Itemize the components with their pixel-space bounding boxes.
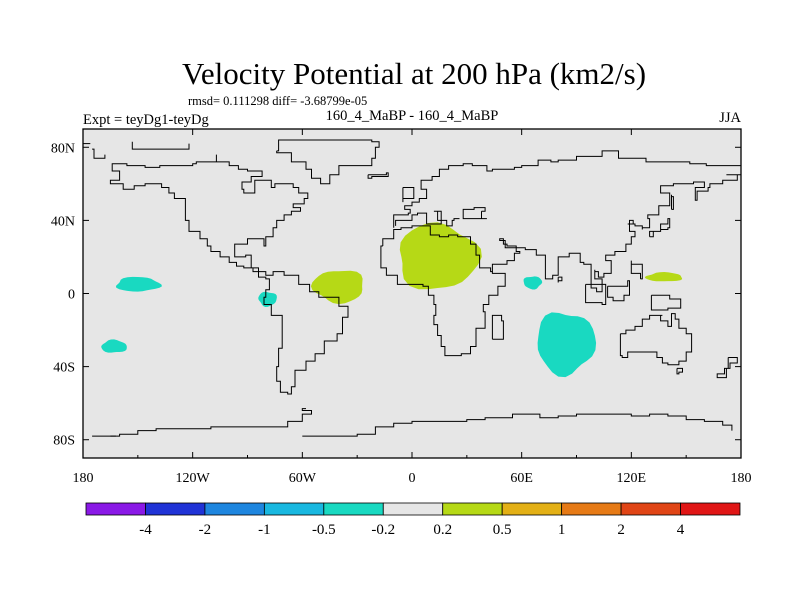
map-panel: 180 120W 60W 0 60E 120E 180 80N 40N 0 40S 80S — [51, 128, 752, 486]
x-axis: 180 120W 60W 0 60E 120E 180 — [73, 129, 752, 486]
colorbar-swatch — [323, 502, 384, 516]
x-tick-label: 180 — [731, 471, 752, 486]
coastline-18 — [619, 313, 693, 366]
anomaly-shading — [101, 222, 683, 378]
colorbar-swatch — [442, 502, 503, 516]
colorbar-label: 0.2 — [433, 522, 452, 538]
colorbar-label: 2 — [617, 522, 625, 538]
colorbar-label: -1 — [258, 522, 271, 538]
colorbar-swatch — [382, 502, 444, 516]
coastline-19 — [676, 367, 683, 375]
y-tick-label: 80S — [53, 434, 75, 449]
coastline-10 — [462, 207, 487, 220]
coastline-4 — [276, 139, 380, 185]
colorbar-label: 0.5 — [493, 522, 512, 538]
case-label: 160_4_MaBP - 160_4_MaBP — [326, 108, 499, 124]
colorbar-swatch — [204, 502, 265, 516]
colorbar-label: -0.5 — [312, 522, 336, 538]
x-tick-label: 180 — [73, 471, 94, 486]
coastline-20 — [716, 357, 738, 379]
x-tick-label: 120W — [176, 471, 211, 486]
colorbar-swatch — [145, 502, 206, 516]
colorbar-swatch — [263, 502, 325, 516]
coastline-24 — [302, 413, 733, 437]
colorbar-label: -0.2 — [371, 522, 395, 538]
season-label: JJA — [719, 110, 741, 126]
x-tick-label: 120E — [617, 471, 647, 486]
coastline-23 — [110, 408, 312, 437]
coastline-1 — [92, 148, 106, 159]
coastline-8 — [393, 150, 742, 228]
experiment-label: Expt = teyDg1-teyDg — [83, 112, 209, 128]
x-tick-label: 0 — [409, 471, 416, 486]
coastline-2 — [131, 141, 190, 150]
anomaly-west-pacific-positive — [644, 272, 683, 282]
coastline-5 — [367, 172, 389, 179]
coastline-14 — [585, 283, 607, 305]
anomaly-central-pacific-negative — [115, 276, 162, 292]
coastline-11 — [395, 210, 460, 227]
colorbar-swatch — [561, 502, 622, 516]
y-axis: 80N 40N 0 40S 80S — [51, 141, 741, 449]
anomaly-atlantic-positive — [310, 270, 363, 305]
colorbar-swatch — [680, 502, 741, 516]
stats-label: rmsd= 0.111298 diff= -3.68799e-05 — [188, 94, 367, 108]
coastline-21 — [649, 218, 671, 238]
chart-title: Velocity Potential at 200 hPa (km2/s) — [182, 56, 646, 91]
anomaly-indian-ocean-north-negative — [523, 276, 543, 290]
anomaly-east-pacific-negative — [258, 291, 277, 307]
colorbar-swatch — [620, 502, 681, 516]
colorbar-swatch — [501, 502, 563, 516]
colorbar-label: 4 — [677, 522, 685, 538]
y-tick-label: 80N — [51, 141, 75, 156]
colorbar-label: -2 — [199, 522, 212, 538]
colorbar: -4 -2 -1 -0.5 -0.2 0.2 0.5 1 2 4 — [85, 502, 741, 538]
anomaly-africa-positive — [399, 222, 482, 290]
coastline-17 — [630, 260, 643, 280]
anomaly-south-pacific-negative — [101, 339, 127, 353]
coastline-6 — [402, 187, 415, 203]
x-tick-label: 60W — [289, 471, 317, 486]
y-tick-label: 40S — [53, 361, 75, 376]
colorbar-label: 1 — [558, 522, 566, 538]
map-background — [83, 129, 741, 458]
colorbar-label: -4 — [139, 522, 152, 538]
coastline-12 — [491, 314, 504, 340]
coastline-9 — [491, 174, 741, 293]
y-tick-label: 0 — [68, 288, 75, 303]
coastline-3 — [109, 154, 349, 395]
coastlines — [83, 139, 742, 437]
anomaly-indian-ocean-south-negative — [537, 312, 597, 378]
coastline-13 — [557, 276, 563, 283]
x-tick-label: 60E — [510, 471, 533, 486]
coastline-15 — [607, 280, 630, 302]
coastline-22 — [671, 194, 674, 210]
coastline-7 — [380, 225, 506, 357]
y-tick-label: 40N — [51, 214, 75, 229]
colorbar-swatch — [85, 502, 146, 516]
coastline-16 — [650, 294, 682, 311]
